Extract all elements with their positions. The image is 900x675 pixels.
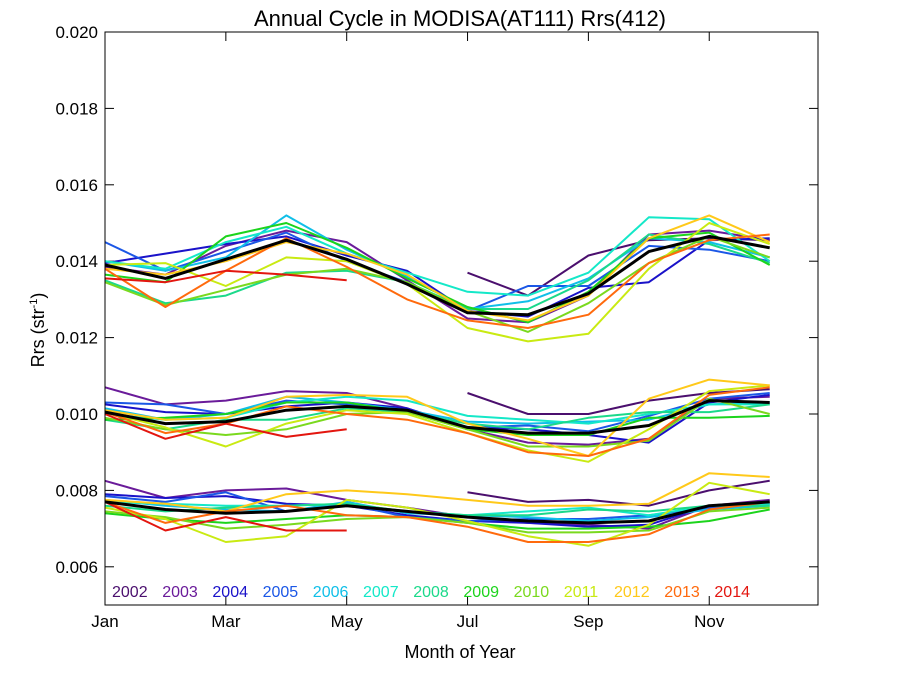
y-tick-label: 0.014 [55, 252, 98, 271]
y-tick-label: 0.018 [55, 99, 98, 118]
x-tick-label: May [331, 612, 364, 631]
series-line-2003 [104, 229, 770, 324]
series-line-2014 [104, 413, 347, 440]
y-tick-label: 0.008 [55, 481, 98, 500]
series-line-2010 [104, 506, 770, 534]
series-line-2012 [104, 378, 770, 457]
legend-item-2008: 2008 [413, 584, 449, 601]
y-axis-label-superscript: -1 [28, 299, 40, 309]
series-line-2012 [104, 472, 770, 513]
y-tick-label: 0.020 [55, 23, 98, 42]
series-line-2011 [104, 222, 771, 343]
legend-item-2010: 2010 [514, 584, 550, 601]
mean-line [104, 234, 770, 317]
legend-item-2014: 2014 [714, 584, 750, 601]
x-tick-label: Nov [694, 612, 725, 631]
series-line-2007 [104, 216, 771, 297]
legend-item-2002: 2002 [112, 584, 148, 601]
x-tick-label: Sep [573, 612, 603, 631]
series-line-2010 [104, 397, 770, 448]
chart-title: Annual Cycle in MODISA(AT111) Rrs(412) [254, 6, 666, 31]
y-tick-label: 0.016 [55, 176, 98, 195]
y-tick-label: 0.010 [55, 405, 98, 424]
mean-layer [104, 234, 770, 525]
legend-item-2006: 2006 [313, 584, 349, 601]
series-line-2014 [104, 269, 347, 284]
mean-line [104, 500, 770, 525]
x-axis-label: Month of Year [404, 642, 515, 662]
legend-item-2009: 2009 [463, 584, 499, 601]
y-axis-label-text: Rrs (str [28, 308, 48, 367]
legend-item-2005: 2005 [263, 584, 299, 601]
y-axis-label: Rrs (str-1) [28, 293, 48, 368]
legend-item-2003: 2003 [162, 584, 198, 601]
legend: 2002 2003 2004 2005 2006 2007 2008 2009 2010 2011… [112, 584, 750, 601]
plot-frame [104, 31, 819, 606]
legend-item-2007: 2007 [363, 584, 399, 601]
y-tick-label: 0.012 [55, 329, 98, 348]
mean-line [104, 399, 770, 435]
x-tick-label: Jan [91, 612, 118, 631]
x-tick-label: Jul [457, 612, 479, 631]
x-tick-label: Mar [211, 612, 241, 631]
legend-item-2011: 2011 [564, 584, 599, 601]
legend-item-2012: 2012 [614, 584, 650, 601]
legend-item-2013: 2013 [664, 584, 700, 601]
series-line-2014 [104, 500, 347, 532]
series-line-2004 [104, 235, 770, 318]
series-line-2013 [104, 233, 770, 329]
series-line-2002 [467, 388, 770, 415]
legend-item-2004: 2004 [212, 584, 248, 601]
axis-ticks: 0.006 0.008 0.010 0.012 0.014 0.016 0.018 0.020… [55, 23, 818, 631]
series-line-2002 [467, 479, 770, 507]
y-tick-label: 0.006 [55, 558, 98, 577]
y-axis-label-close: ) [28, 293, 48, 299]
